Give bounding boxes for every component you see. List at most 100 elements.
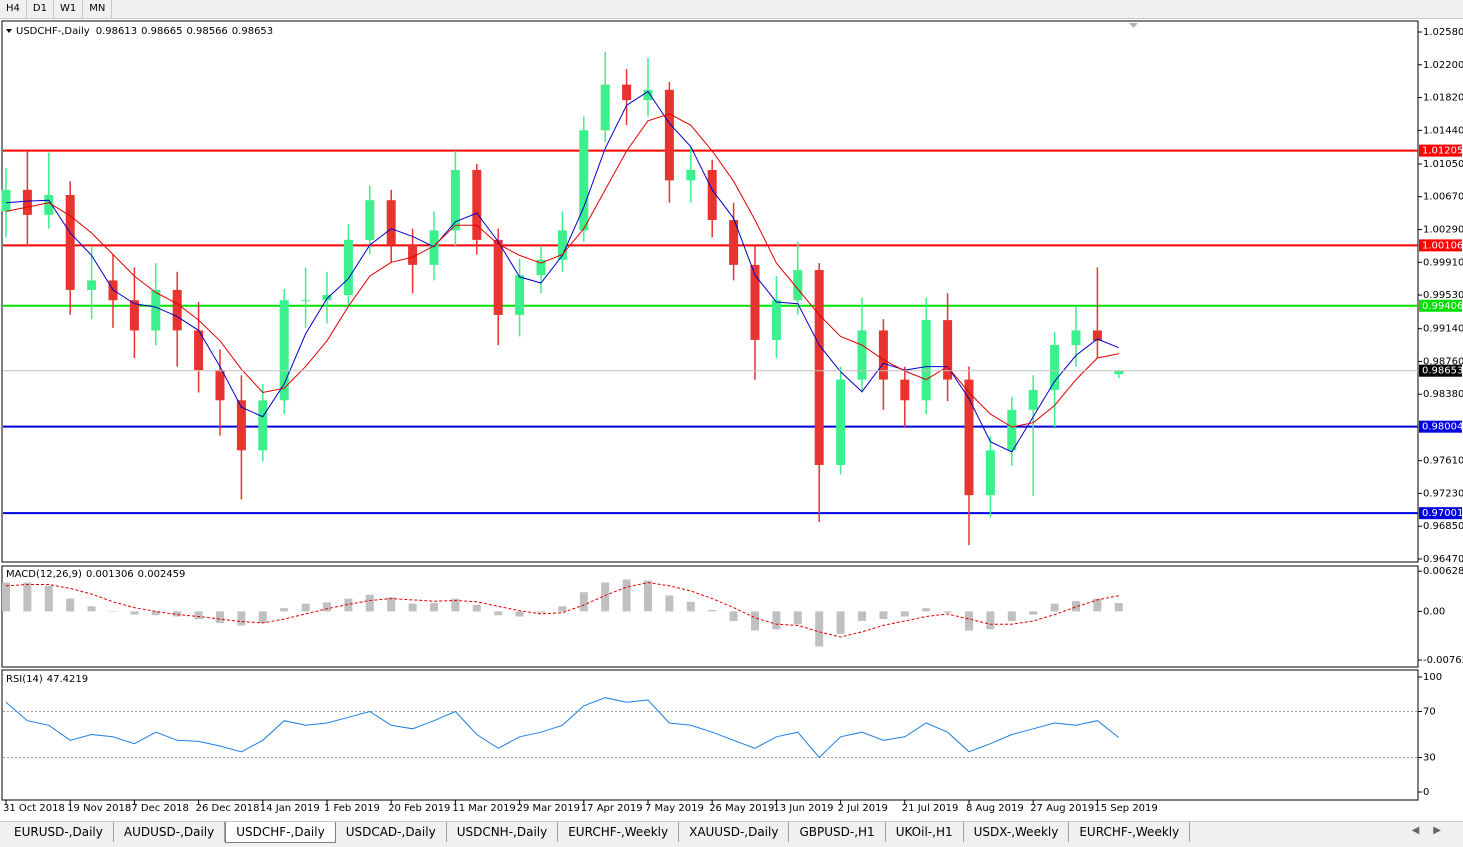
x-tick-label: 19 Nov 2018 [67, 803, 131, 814]
macd-bar [151, 611, 160, 616]
indicator-name: RSI(14) [6, 674, 43, 685]
candle-body [386, 200, 396, 246]
y-tick-label: 0.98380 [1423, 389, 1463, 400]
macd-bar [772, 611, 781, 630]
timeframe-button[interactable]: D1 [27, 0, 54, 18]
chart-tab[interactable]: USDCHF-,Daily [225, 822, 336, 843]
macd-bar [430, 603, 438, 612]
rsi-line [5, 697, 1120, 759]
candle-body [493, 239, 503, 315]
macd-bar [387, 597, 396, 612]
macd-bar [365, 594, 374, 612]
macd-bar [665, 595, 674, 612]
x-tick-label: 29 Mar 2019 [517, 803, 580, 814]
candle-body [964, 379, 974, 496]
last-open: 0.98613 [96, 26, 137, 37]
price-panel [1, 20, 1419, 563]
macd-bar [986, 611, 995, 630]
last-macd: 0.001306 [86, 569, 134, 580]
chart-tab[interactable]: UKOil-,H1 [886, 822, 964, 842]
y-tick-label: 1.01440 [1423, 125, 1463, 136]
candle-body [707, 170, 717, 221]
y-tick-label: 0.96470 [1423, 554, 1463, 565]
chart-tab[interactable]: AUDUSD-,Daily [114, 822, 226, 842]
candle-body [22, 189, 32, 215]
x-tick-label: 26 May 2019 [709, 803, 774, 814]
candle-body [279, 300, 289, 401]
x-tick-label: 7 Dec 2018 [131, 803, 189, 814]
chart-tab[interactable]: USDX-,Weekly [964, 822, 1070, 842]
candle-body [236, 400, 246, 451]
macd-bar [836, 611, 845, 634]
chart-tab[interactable]: USDCAD-,Daily [336, 822, 447, 842]
candle-body [87, 280, 97, 290]
candle-body [322, 295, 332, 301]
chart-tab[interactable]: USDCNH-,Daily [447, 822, 559, 842]
macd-bar [558, 606, 567, 612]
macd-bar [87, 606, 96, 612]
last-signal: 0.002459 [138, 569, 186, 580]
tab-scroll[interactable]: ◀▶ [1411, 825, 1455, 836]
y-tick-label: 1.02200 [1423, 60, 1463, 71]
chart-tab[interactable]: EURCHF-,Weekly [558, 822, 680, 842]
macd-bar [408, 603, 417, 612]
macd-bar [1029, 611, 1038, 615]
macd-bar [644, 580, 652, 612]
candle-body [793, 270, 803, 301]
level-label: 0.99406 [1422, 301, 1463, 312]
y-tick-label: 100 [1423, 672, 1442, 683]
chart-tab[interactable]: EURCHF-,Weekly [1069, 822, 1191, 842]
macd-bar [323, 602, 331, 612]
candle-body [536, 259, 546, 276]
y-tick-label: 0.00 [1423, 606, 1445, 617]
macd-bar [130, 611, 139, 615]
chart-tab[interactable]: GBPUSD-,H1 [789, 822, 886, 842]
macd-bar [965, 611, 973, 631]
x-tick-label: 15 Sep 2019 [1094, 803, 1157, 814]
macd-bar [1093, 598, 1102, 612]
candle-body [985, 450, 995, 496]
candle-body [408, 245, 418, 265]
y-tick-label: 1.00290 [1423, 225, 1463, 236]
macd-bar [66, 598, 75, 612]
price-header: USDCHF-,Daily 0.98613 0.98665 0.98566 0.9865… [16, 26, 273, 37]
y-tick-label: 0.97230 [1423, 488, 1463, 499]
macd-bar [472, 604, 481, 612]
macd-bar [44, 585, 53, 612]
x-tick-label: 21 Jul 2019 [902, 803, 959, 814]
y-tick-label: 1.01820 [1423, 93, 1463, 104]
chart-tabs: EURUSD-,Daily AUDUSD-,Daily USDCHF-,Daily U… [0, 821, 1463, 847]
timeframe-button[interactable]: MN [83, 0, 113, 18]
macd-bar [622, 579, 631, 612]
x-tick-label: 7 May 2019 [645, 803, 704, 814]
y-tick-label: 0.99530 [1423, 290, 1463, 301]
macd-bar [858, 611, 866, 621]
candle-body [1028, 389, 1038, 410]
timeframe-bar: H4 D1 W1 MN [0, 0, 1463, 19]
macd-bar [1007, 611, 1016, 621]
macd-bar [344, 598, 353, 612]
candle-body [194, 330, 204, 371]
current-price-label: 0.98653 [1422, 366, 1463, 377]
macd-bar [943, 611, 952, 613]
macd-bar [515, 611, 524, 617]
y-tick-label: 0.99910 [1423, 257, 1463, 268]
macd-bar [537, 611, 545, 613]
candle-body [814, 270, 824, 465]
macd-panel [1, 565, 1419, 668]
candle-body [643, 89, 653, 101]
macd-bar [23, 582, 32, 612]
macd-bar [1072, 601, 1080, 612]
chart-tab[interactable]: EURUSD-,Daily [4, 822, 114, 842]
level-label: 0.98004 [1422, 422, 1463, 433]
timeframe-button[interactable]: W1 [54, 0, 84, 18]
timeframe-button[interactable]: H4 [0, 0, 27, 18]
macd-bar [280, 608, 289, 612]
macd-bar [109, 611, 117, 612]
macd-bar [1114, 603, 1123, 612]
candle-body [943, 320, 953, 380]
candle-body [44, 195, 54, 215]
macd-bar [751, 611, 759, 631]
chart-tab[interactable]: XAUUSD-,Daily [679, 822, 790, 842]
